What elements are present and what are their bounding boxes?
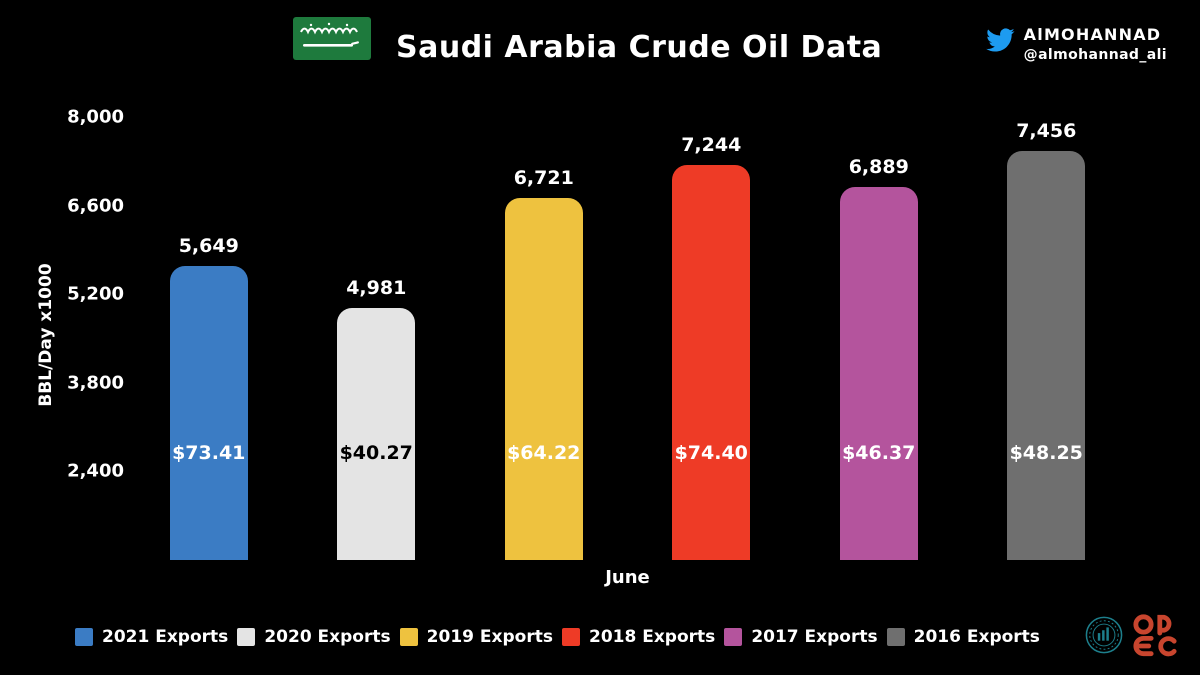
bar-price-label: $40.27 — [339, 442, 413, 464]
bar-value-label: 5,649 — [178, 234, 239, 257]
y-tick-label: 3,800 — [67, 372, 124, 394]
bar-2016-exports: 7,456 $48.25 — [1007, 120, 1086, 560]
bar-slot: 5,649 $73.41 — [125, 117, 293, 560]
legend-item-2017-exports: 2017 Exports — [724, 627, 878, 647]
bar-slot: 6,889 $46.37 — [795, 117, 963, 560]
bar-slot: 7,456 $48.25 — [963, 117, 1131, 560]
bar-price-label: $48.25 — [1009, 442, 1083, 464]
y-tick-label: 8,000 — [67, 106, 124, 128]
opec-logo — [1132, 612, 1178, 662]
legend-label: 2020 Exports — [264, 627, 391, 647]
author-handle: @almohannad_ali — [1023, 47, 1167, 63]
bar-value-label: 6,721 — [513, 166, 574, 189]
twitter-icon — [985, 25, 1015, 59]
legend-item-2016-exports: 2016 Exports — [886, 627, 1040, 647]
saudi-arabia-flag-icon — [293, 17, 371, 60]
bar-value-label: 7,244 — [681, 133, 742, 156]
bar-price-label: $46.37 — [842, 442, 916, 464]
legend: 2021 Exports 2020 Exports 2019 Exports 2018… — [75, 627, 1040, 647]
bar-slot: 6,721 $64.22 — [460, 117, 628, 560]
bar-value-label: 7,456 — [1016, 120, 1077, 143]
teal-emblem-logo — [1085, 616, 1123, 658]
author-name: AlMOHANNAD — [1023, 25, 1162, 44]
legend-label: 2016 Exports — [913, 627, 1040, 647]
bar-slot: 7,244 $74.40 — [628, 117, 796, 560]
legend-label: 2019 Exports — [426, 627, 553, 647]
bar-2017-exports: 6,889 $46.37 — [839, 156, 918, 560]
bar-2021-exports: 5,649 $73.41 — [169, 235, 248, 560]
y-tick-label: 2,400 — [67, 460, 124, 482]
legend-swatch — [75, 628, 93, 646]
legend-item-2019-exports: 2019 Exports — [399, 627, 553, 647]
bar-2019-exports: 6,721 $64.22 — [504, 167, 583, 560]
bar-value-label: 6,889 — [848, 156, 909, 179]
legend-item-2021-exports: 2021 Exports — [75, 627, 228, 647]
footer-logos — [1085, 612, 1178, 662]
plot-area: 5,649 $73.41 4,981 $40.27 6,721 $64.22 7,244 $7… — [125, 117, 1130, 560]
legend-item-2018-exports: 2018 Exports — [561, 627, 716, 647]
legend-swatch — [886, 628, 905, 646]
bar-slot: 4,981 $40.27 — [293, 117, 461, 560]
legend-label: 2021 Exports — [102, 627, 229, 647]
legend-swatch — [724, 628, 743, 646]
bar-price-label: $73.41 — [172, 442, 246, 464]
legend-swatch — [561, 628, 580, 646]
y-tick-label: 5,200 — [67, 283, 124, 305]
bar-value-label: 4,981 — [346, 277, 407, 300]
author-text-block: AlMOHANNAD @almohannad_ali — [1024, 25, 1167, 63]
legend-swatch — [237, 628, 256, 646]
bar-price-label: $74.40 — [674, 442, 748, 464]
bar-2018-exports: 7,244 $74.40 — [672, 134, 751, 560]
page-title: Saudi Arabia Crude Oil Data — [396, 30, 883, 65]
y-tick-label: 6,600 — [67, 195, 124, 217]
bar-price-label: $64.22 — [507, 442, 581, 464]
legend-swatch — [399, 628, 418, 646]
legend-label: 2017 Exports — [751, 627, 878, 647]
x-axis-label: June — [605, 567, 650, 588]
author-attribution: AlMOHANNAD @almohannad_ali — [985, 25, 1167, 63]
legend-item-2020-exports: 2020 Exports — [237, 627, 391, 647]
y-axis-ticks: 2,400 3,800 5,200 6,600 8,000 — [40, 107, 124, 560]
bar-2020-exports: 4,981 $40.27 — [337, 277, 416, 560]
legend-label: 2018 Exports — [588, 627, 716, 647]
